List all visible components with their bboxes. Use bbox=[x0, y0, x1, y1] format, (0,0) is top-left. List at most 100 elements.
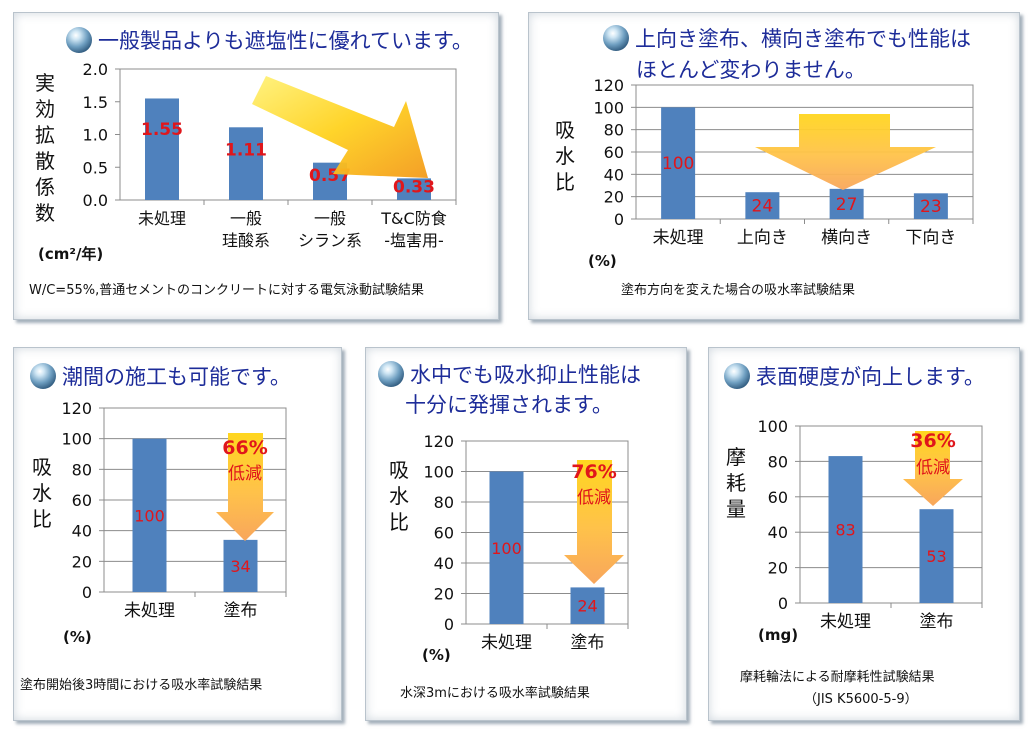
y-tick-label: 80 bbox=[604, 121, 624, 140]
panel-1-title: 一般製品よりも遮塩性に優れています。 bbox=[66, 26, 473, 56]
y-tick-label: 1.0 bbox=[83, 126, 108, 145]
bar bbox=[145, 98, 179, 200]
bar bbox=[229, 127, 263, 200]
globe-icon bbox=[603, 25, 629, 51]
panel-5-ylabel: 摩耗量 bbox=[726, 445, 746, 521]
x-category-label: 塗布 bbox=[571, 632, 605, 653]
reduction-percent: 66% bbox=[222, 437, 267, 459]
y-tick-label: 60 bbox=[72, 491, 92, 510]
down-arrow bbox=[216, 433, 274, 541]
y-tick-label: 120 bbox=[593, 76, 624, 95]
panel-4-title-line1: 水中でも吸水抑止性能は bbox=[410, 363, 641, 387]
x-category-label: 塗布 bbox=[920, 611, 954, 632]
reduction-word: 低減 bbox=[228, 464, 262, 484]
bar bbox=[132, 438, 167, 592]
x-category-label: 下向き bbox=[905, 228, 956, 248]
panel-4-title-line2: 十分に発揮されます。 bbox=[405, 393, 613, 417]
panel-5-title-text: 表面硬度が向上します。 bbox=[756, 365, 985, 389]
y-tick-label: 120 bbox=[61, 399, 92, 418]
x-category-label: 未処理 bbox=[653, 228, 704, 248]
value-label: 23 bbox=[920, 197, 942, 217]
bar bbox=[397, 178, 431, 200]
x-category-label: -塩害用- bbox=[384, 231, 444, 250]
x-category-label: 珪酸系 bbox=[222, 231, 270, 250]
down-arrow bbox=[755, 114, 936, 190]
down-arrow bbox=[903, 431, 963, 506]
panel-1-ylabel: 実効拡散係数 bbox=[35, 71, 55, 225]
y-tick-label: 100 bbox=[593, 98, 624, 117]
panel-5-title: 表面硬度が向上します。 bbox=[724, 362, 985, 392]
value-label: 34 bbox=[230, 557, 250, 576]
reduction-percent: 36% bbox=[910, 430, 955, 452]
y-tick-label: 80 bbox=[768, 452, 788, 471]
panel-5-caption-line2: （JIS K5600-5-9） bbox=[804, 692, 918, 707]
y-tick-label: 20 bbox=[604, 188, 624, 207]
value-label: 1.11 bbox=[225, 141, 267, 161]
bar bbox=[745, 192, 780, 219]
globe-icon bbox=[30, 363, 56, 389]
panel-2-title-line2: ほとんど変わりません。 bbox=[636, 58, 866, 82]
y-tick-label: 60 bbox=[604, 143, 624, 162]
y-tick-label: 2.0 bbox=[83, 60, 108, 79]
y-tick-label: 80 bbox=[72, 460, 92, 479]
y-tick-label: 0 bbox=[614, 210, 624, 229]
y-tick-label: 100 bbox=[757, 417, 788, 436]
panel-4-caption: 水深3mにおける吸水率試験結果 bbox=[400, 686, 590, 701]
panel-4-unit: (%) bbox=[422, 646, 451, 664]
y-tick-label: 40 bbox=[768, 523, 788, 542]
bar bbox=[829, 188, 864, 219]
bar bbox=[661, 107, 696, 219]
panel-3-title-text: 潮間の施工も可能です。 bbox=[62, 365, 291, 389]
plot-area-5 bbox=[799, 425, 983, 604]
x-category-label: 横向き bbox=[821, 228, 872, 248]
panel-2-unit: (%) bbox=[588, 252, 617, 270]
bar bbox=[828, 456, 863, 603]
y-tick-label: 40 bbox=[604, 165, 624, 184]
panel-5-unit: (mg) bbox=[758, 626, 799, 644]
value-label: 100 bbox=[662, 154, 694, 174]
panel-3-title: 潮間の施工も可能です。 bbox=[30, 362, 291, 392]
value-label: 100 bbox=[491, 539, 522, 558]
y-tick-label: 80 bbox=[434, 493, 454, 512]
bar bbox=[570, 587, 605, 624]
x-category-label: 一般 bbox=[314, 209, 346, 228]
y-tick-label: 100 bbox=[423, 463, 454, 482]
bar bbox=[919, 509, 954, 603]
value-label: 100 bbox=[134, 506, 165, 525]
y-tick-label: 0 bbox=[778, 594, 788, 613]
y-tick-label: 40 bbox=[434, 554, 454, 573]
reduction-word: 低減 bbox=[916, 458, 950, 478]
value-label: 24 bbox=[752, 197, 774, 217]
reduction-percent: 76% bbox=[571, 461, 616, 483]
bar bbox=[489, 471, 524, 624]
y-tick-label: 60 bbox=[768, 488, 788, 507]
x-category-label: 上向き bbox=[737, 228, 788, 248]
panel-4-title: 水中でも吸水抑止性能は bbox=[378, 360, 641, 390]
value-label: 83 bbox=[835, 521, 855, 540]
y-tick-label: 100 bbox=[61, 430, 92, 449]
x-category-label: 未処理 bbox=[820, 612, 871, 632]
y-tick-label: 20 bbox=[434, 585, 454, 604]
y-tick-label: 0 bbox=[82, 583, 92, 602]
panel-1-unit: (cm²/年) bbox=[38, 245, 104, 263]
panel-3-unit: (%) bbox=[63, 628, 92, 646]
value-label: 53 bbox=[926, 547, 946, 566]
y-tick-label: 60 bbox=[434, 524, 454, 543]
diagonal-decrease-arrow bbox=[252, 76, 428, 178]
value-label: 27 bbox=[836, 195, 858, 215]
value-label: 1.55 bbox=[141, 120, 183, 140]
x-category-label: 未処理 bbox=[138, 209, 186, 228]
y-tick-label: 120 bbox=[423, 432, 454, 451]
panel-3-ylabel: 吸水比 bbox=[32, 455, 52, 531]
x-category-label: シラン系 bbox=[298, 231, 362, 250]
bar bbox=[913, 193, 948, 219]
panel-3-caption: 塗布開始後3時間における吸水率試験結果 bbox=[20, 678, 263, 693]
panel-1-title-text: 一般製品よりも遮塩性に優れています。 bbox=[98, 29, 473, 53]
bar bbox=[223, 539, 258, 592]
panel-4-ylabel: 吸水比 bbox=[389, 458, 409, 534]
globe-icon bbox=[378, 361, 404, 387]
panel-2-title-line1: 上向き塗布、横向き塗布でも性能は bbox=[635, 27, 971, 51]
y-tick-label: 20 bbox=[768, 559, 788, 578]
panel-1-caption: W/C=55%,普通セメントのコンクリートに対する電気泳動試験結果 bbox=[29, 283, 424, 298]
